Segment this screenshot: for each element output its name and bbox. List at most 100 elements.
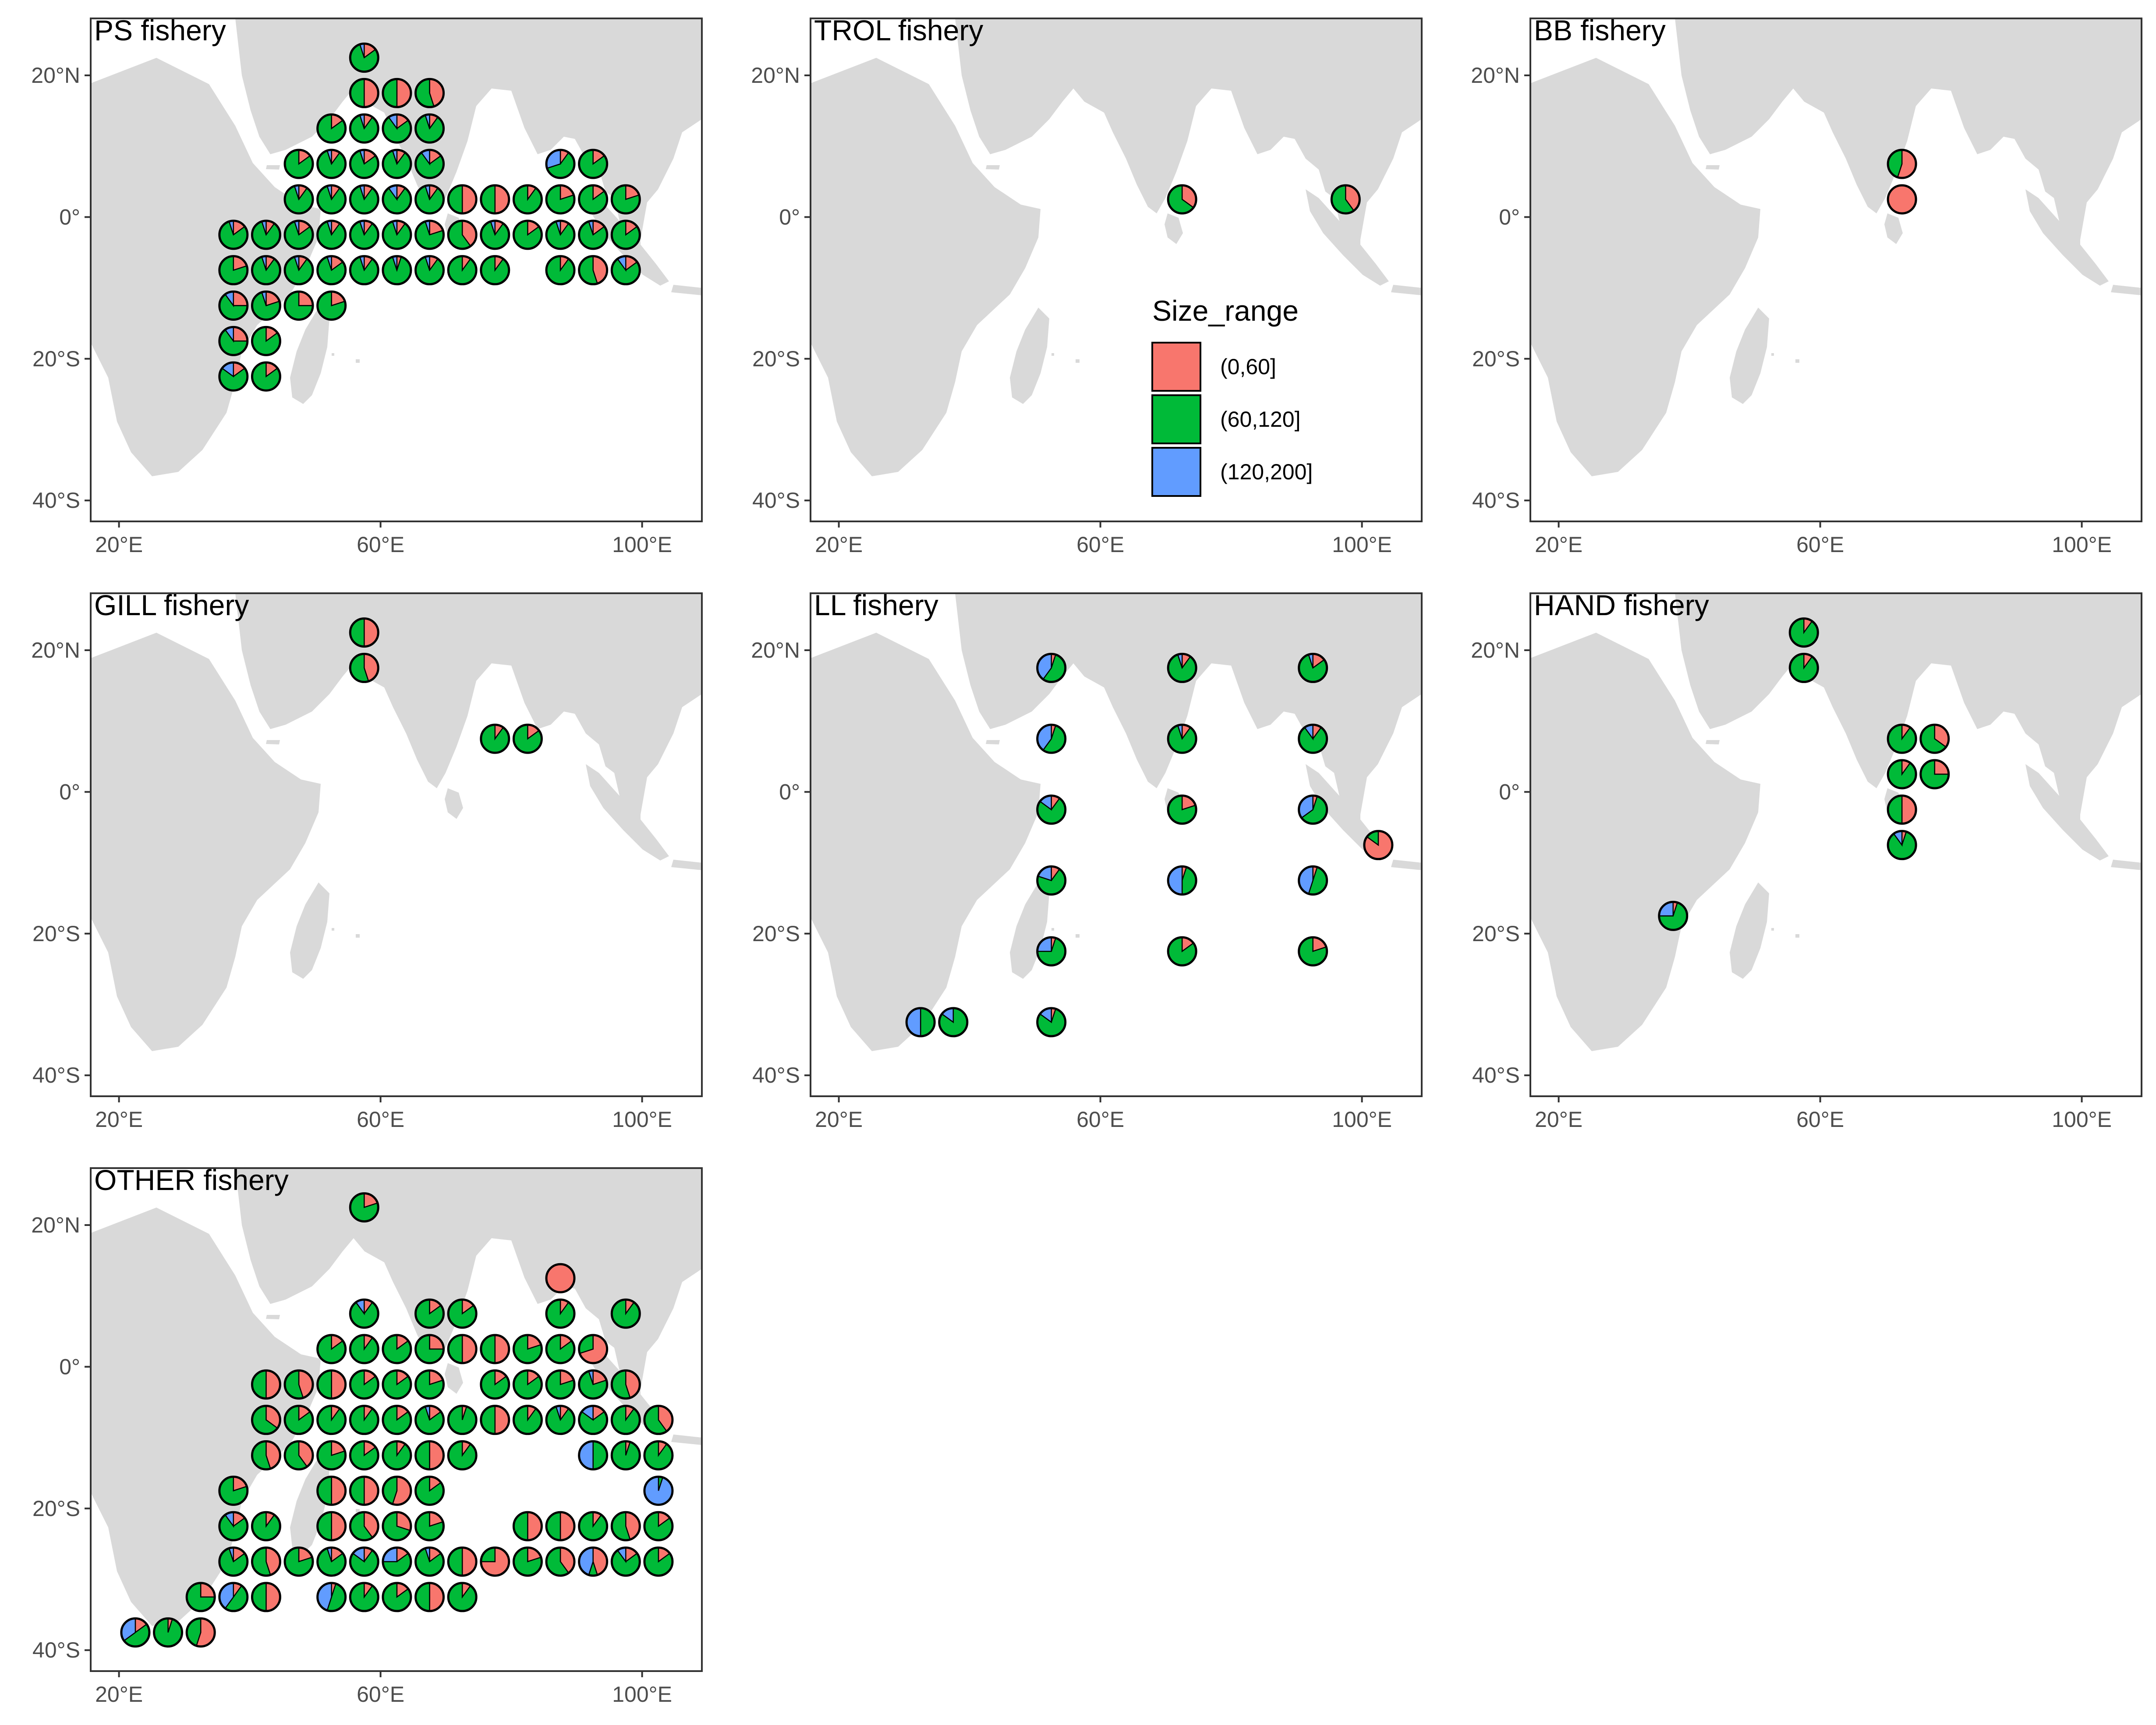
pie-outline bbox=[349, 78, 379, 108]
pie-outline bbox=[610, 1298, 641, 1329]
pie-marker bbox=[545, 1263, 576, 1293]
pie-outline bbox=[1298, 865, 1328, 896]
pie-marker bbox=[251, 1546, 281, 1577]
pie-outline bbox=[1167, 865, 1197, 896]
pie-outline bbox=[1658, 900, 1689, 931]
pie-marker bbox=[610, 220, 641, 250]
map-layer bbox=[811, 593, 1422, 1051]
y-tick-label: 0° bbox=[779, 779, 800, 804]
pie-outline bbox=[382, 1405, 412, 1435]
pie-marker bbox=[545, 255, 576, 286]
pie-outline bbox=[414, 1511, 445, 1541]
pie-outline bbox=[1036, 652, 1067, 683]
pie-marker bbox=[218, 255, 249, 286]
pie-outline bbox=[610, 1369, 641, 1400]
pie-marker bbox=[545, 149, 576, 179]
pie-outline bbox=[512, 1546, 543, 1577]
pie-marker bbox=[1887, 149, 1917, 179]
pie-outline bbox=[382, 255, 412, 286]
pie-outline bbox=[578, 220, 609, 250]
pie-outline bbox=[251, 1582, 281, 1612]
pie-marker bbox=[349, 1192, 379, 1223]
pie-marker bbox=[382, 149, 412, 179]
pie-marker bbox=[480, 1405, 510, 1435]
pie-marker bbox=[1887, 830, 1917, 861]
x-tick-label: 100°E bbox=[612, 1682, 672, 1707]
pie-marker bbox=[382, 78, 412, 108]
pie-outline bbox=[1887, 723, 1917, 754]
pie-outline bbox=[251, 1440, 281, 1471]
pie-marker bbox=[643, 1546, 674, 1577]
pie-outline bbox=[643, 1511, 674, 1541]
pie-outline bbox=[447, 184, 478, 215]
pie-marker bbox=[545, 1369, 576, 1400]
pie-outline bbox=[251, 361, 281, 392]
pie-outline bbox=[545, 1263, 576, 1293]
y-tick-label: 20°N bbox=[31, 63, 80, 88]
pie-outline bbox=[349, 1546, 379, 1577]
panel-border bbox=[1529, 592, 2142, 1097]
pie-outline bbox=[316, 1369, 347, 1400]
pie-marker bbox=[349, 1582, 379, 1612]
pie-marker bbox=[414, 220, 445, 250]
pie-outline bbox=[1036, 865, 1067, 896]
pie-marker bbox=[610, 1511, 641, 1541]
pie-outline bbox=[414, 255, 445, 286]
pie-outline bbox=[316, 184, 347, 215]
pie-marker bbox=[283, 1405, 314, 1435]
pie-marker bbox=[610, 1440, 641, 1471]
y-tick-label: 0° bbox=[779, 205, 800, 229]
y-tick-label: 20°N bbox=[751, 63, 800, 88]
pie-marker bbox=[1887, 759, 1917, 790]
pie-outline bbox=[316, 1511, 347, 1541]
y-tick-label: 40°S bbox=[752, 1063, 800, 1087]
pie-marker bbox=[512, 1405, 543, 1435]
pie-outline bbox=[1036, 1007, 1067, 1038]
pie-outline bbox=[610, 184, 641, 215]
pie-marker bbox=[643, 1440, 674, 1471]
pie-outline bbox=[447, 1546, 478, 1577]
pie-outline bbox=[414, 220, 445, 250]
pie-marker bbox=[251, 361, 281, 392]
panel-trol-fishery: TROL fishery 20°E 60°E 100°E 20°N 0° 20°S 40°S S… bbox=[751, 14, 1423, 557]
pie-outline bbox=[283, 1369, 314, 1400]
pie-marker bbox=[316, 1582, 347, 1612]
pie-marker bbox=[185, 1582, 216, 1612]
x-tick-label: 60°E bbox=[1796, 532, 1844, 557]
pie-outline bbox=[349, 1475, 379, 1506]
y-tick-label: 0° bbox=[59, 1354, 80, 1379]
pie-marker bbox=[480, 220, 510, 250]
pie-marker bbox=[120, 1617, 151, 1648]
pie-marker bbox=[316, 1405, 347, 1435]
pie-marker bbox=[1919, 759, 1950, 790]
pie-outline bbox=[545, 1405, 576, 1435]
pie-marker bbox=[251, 220, 281, 250]
pie-marker bbox=[545, 1546, 576, 1577]
pie-marker bbox=[414, 1440, 445, 1471]
pie-outline bbox=[382, 1475, 412, 1506]
pie-marker bbox=[643, 1405, 674, 1435]
pie-outline bbox=[1363, 830, 1394, 861]
pie-outline bbox=[1788, 617, 1819, 648]
pie-outline bbox=[578, 184, 609, 215]
pie-outline bbox=[251, 1369, 281, 1400]
pie-outline bbox=[1167, 723, 1197, 754]
pie-outline bbox=[643, 1475, 674, 1506]
y-tick-label: 40°S bbox=[32, 488, 80, 513]
pie-outline bbox=[1036, 936, 1067, 967]
pie-marker bbox=[349, 1334, 379, 1364]
pie-marker bbox=[316, 1546, 347, 1577]
pie-marker bbox=[349, 617, 379, 648]
pie-outline bbox=[218, 1511, 249, 1541]
pie-outline bbox=[1167, 184, 1197, 215]
pie-outline bbox=[382, 1440, 412, 1471]
pie-outline bbox=[512, 220, 543, 250]
pie-marker bbox=[578, 184, 609, 215]
panel-border bbox=[810, 592, 1423, 1097]
pie-outline bbox=[545, 184, 576, 215]
x-tick-label: 100°E bbox=[2052, 532, 2112, 557]
y-tick-label: 40°S bbox=[752, 488, 800, 513]
pie-marker bbox=[251, 1511, 281, 1541]
pie-marker bbox=[316, 1440, 347, 1471]
pie-marker bbox=[283, 1546, 314, 1577]
